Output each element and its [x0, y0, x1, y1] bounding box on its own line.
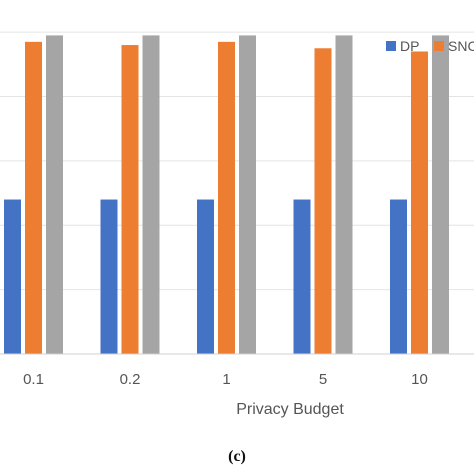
bar-series-3-0.2 — [142, 35, 160, 355]
bar-snc-0.1 — [25, 41, 42, 354]
bar-series-3-10 — [432, 35, 449, 355]
bar-snc-0.2 — [121, 45, 139, 355]
x-tick-label: 1 — [222, 371, 230, 388]
bar-series-3-0.1 — [46, 35, 63, 355]
legend: DP SNC — [386, 38, 474, 54]
bar-dp-0.2 — [100, 199, 118, 354]
x-axis-title: Privacy Budget — [236, 401, 344, 418]
bar-dp-5 — [293, 199, 311, 354]
bar-dp-0.1 — [4, 199, 21, 354]
x-tick-label: 0.2 — [120, 371, 141, 388]
x-tick-label: 5 — [319, 371, 327, 388]
x-tick-label: 10 — [411, 371, 428, 388]
bar-dp-10 — [390, 199, 407, 354]
bar-snc-5 — [314, 48, 332, 354]
bar-dp-1 — [197, 199, 214, 354]
bar-series-3-1 — [239, 35, 256, 355]
legend-swatch-snc — [434, 41, 444, 51]
x-tick-label: 0.1 — [23, 371, 44, 388]
bar-snc-1 — [218, 41, 235, 354]
bars — [4, 35, 449, 355]
legend-label-snc: SNC — [448, 38, 474, 54]
legend-swatch-dp — [386, 41, 396, 51]
x-tick-labels: 0.1 0.2 1 5 10 — [23, 371, 428, 388]
figure-caption: (c) — [228, 448, 246, 465]
bar-snc-10 — [411, 51, 428, 355]
legend-label-dp: DP — [400, 38, 419, 54]
bar-series-3-5 — [335, 35, 353, 355]
